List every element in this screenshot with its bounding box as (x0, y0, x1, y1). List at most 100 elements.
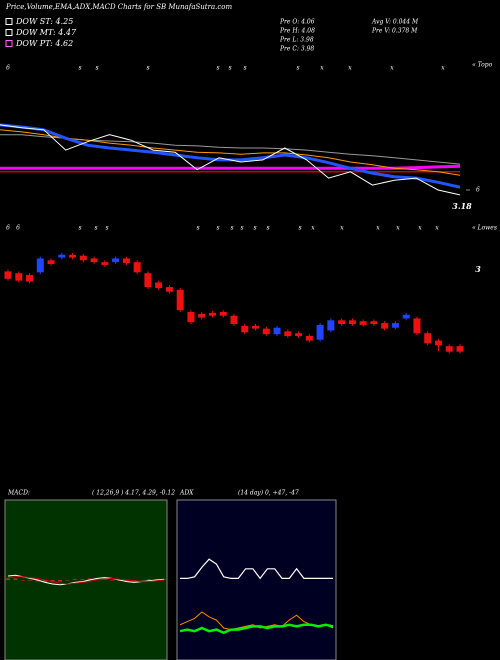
signal-marker: x (390, 65, 394, 72)
signal-marker: x (311, 225, 315, 232)
signal-marker: x (320, 65, 324, 72)
candle-body (36, 258, 44, 273)
candle-body (90, 258, 98, 263)
candle-body (370, 321, 378, 324)
macd-histogram-bar (58, 580, 62, 582)
signal-marker: s (240, 225, 243, 232)
panel-title: ADX (179, 490, 194, 497)
signal-marker: s (216, 65, 219, 72)
candle-body (58, 254, 66, 258)
candle-body (381, 323, 389, 329)
adx-line (179, 623, 334, 635)
candle-body (69, 254, 77, 258)
signal-marker: x (435, 225, 439, 232)
candle-body (176, 289, 184, 311)
info-text: Avg V: 0.044 M (371, 19, 419, 26)
signal-marker: s (95, 65, 98, 72)
candle-body (456, 346, 464, 352)
signal-marker: s (228, 65, 231, 72)
candle-body (295, 333, 303, 336)
signal-marker: 6 (16, 225, 20, 232)
macd-histogram-bar (35, 580, 40, 582)
signal-marker: s (243, 65, 246, 72)
signal-marker: s (266, 225, 269, 232)
signal-marker: s (105, 225, 108, 232)
panel-bg (176, 499, 337, 660)
candle-body (391, 323, 399, 328)
candle-body (230, 315, 238, 324)
macd-histogram-bar (20, 580, 25, 581)
ema-line (0, 129, 461, 176)
macd-histogram-bar (87, 578, 92, 580)
candle-body (198, 313, 206, 318)
candle-body (187, 312, 195, 323)
candle-body (241, 325, 249, 333)
signal-marker: x (340, 225, 344, 232)
info-text: Pre V: 0.378 M (371, 28, 418, 35)
panel-params: (14 day) 0, +47, -47 (238, 490, 299, 497)
y-tick-label: 6 (476, 187, 480, 194)
candle-body (252, 325, 260, 329)
candle-body (133, 262, 141, 273)
legend-swatch (5, 29, 13, 36)
macd-histogram-bar (110, 580, 114, 581)
panel-title: MACD: (7, 490, 30, 497)
info-text: Pre O: 4.06 (279, 19, 315, 26)
signal-marker: s (78, 225, 81, 232)
signal-marker: x (418, 225, 422, 232)
macd-histogram-bar (13, 578, 18, 580)
signal-marker: 6 (6, 225, 10, 232)
price-annotation: 3 (475, 264, 481, 274)
macd-histogram-bar (43, 580, 48, 583)
candle-body (273, 327, 281, 335)
adx-line (180, 558, 333, 580)
candle-body (144, 273, 152, 288)
signal-marker: s (230, 225, 233, 232)
price-annotation: 3.18 (452, 201, 472, 211)
signal-marker: x (441, 65, 445, 72)
side-label: « Lowes (472, 225, 497, 232)
signal-marker: x (396, 225, 400, 232)
page-title: Price,Volume,EMA,ADX,MACD Charts for SB … (5, 3, 232, 11)
candle-body (26, 275, 34, 282)
macd-histogram-bar (6, 578, 10, 580)
candle-body (155, 282, 163, 288)
candle-body (165, 287, 173, 292)
macd-histogram-bar (80, 579, 85, 580)
signal-marker: 6 (6, 65, 10, 72)
info-text: Pre H: 4.08 (279, 28, 315, 35)
macd-histogram-bar (28, 580, 33, 581)
legend-label: DOW PT: 4.62 (15, 39, 73, 48)
candle-body (327, 320, 335, 331)
candle-body (79, 255, 87, 261)
info-text: Pre L: 3.98 (279, 37, 314, 44)
signal-marker: x (348, 65, 352, 72)
ema-line (0, 123, 461, 189)
signal-marker: s (78, 65, 81, 72)
candle-body (101, 262, 109, 265)
candle-body (305, 336, 313, 341)
candle-body (262, 328, 270, 335)
candle-body (122, 258, 130, 264)
candle-body (15, 273, 23, 281)
candle-body (316, 324, 324, 340)
candle-body (112, 258, 120, 263)
signal-marker: s (146, 65, 149, 72)
signal-marker: s (196, 225, 199, 232)
legend-swatch (5, 40, 13, 47)
ema-line (0, 124, 461, 196)
legend-swatch (5, 18, 13, 25)
ema-line (0, 164, 461, 170)
macd-line (7, 574, 165, 586)
signal-marker: s (253, 225, 256, 232)
candle-body (4, 271, 12, 279)
candle-body (208, 312, 216, 316)
panel-params: ( 12,26,9 ) 4.17, 4.29, -0.12 (92, 490, 175, 497)
signal-marker: s (298, 225, 301, 232)
side-label: « Topo (472, 62, 493, 69)
candle-body (434, 340, 442, 346)
macd-histogram-bar (65, 580, 70, 581)
candle-body (359, 321, 367, 325)
